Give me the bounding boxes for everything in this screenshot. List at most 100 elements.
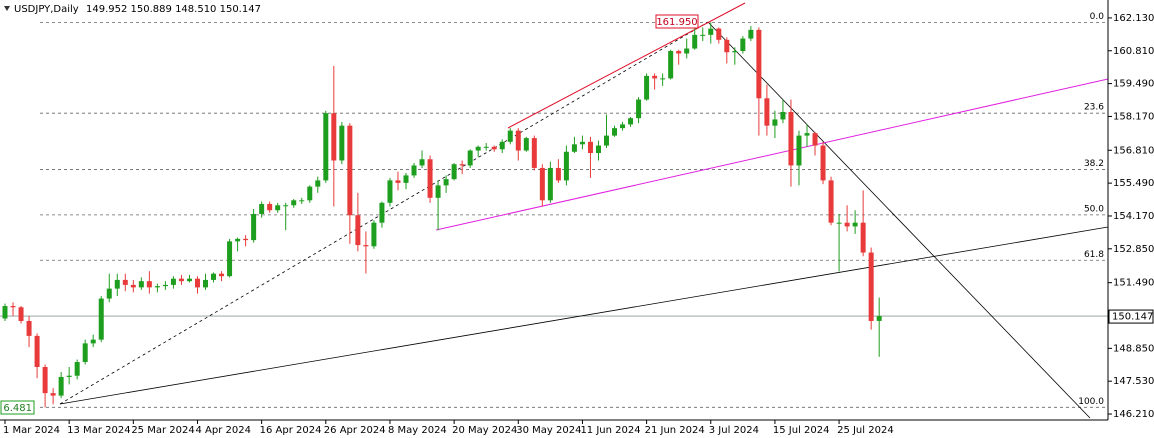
candle-body bbox=[523, 138, 529, 151]
y-tick-label: 146.210 bbox=[1113, 409, 1154, 420]
symbol-title: USDJPY,Daily bbox=[14, 4, 79, 15]
candle-body bbox=[595, 145, 601, 154]
x-tick-label: 1 Mar 2024 bbox=[3, 425, 60, 436]
candle-body bbox=[170, 278, 176, 285]
candle-body bbox=[146, 281, 152, 288]
x-tick-label: 16 Apr 2024 bbox=[260, 425, 322, 436]
y-tick-label: 159.490 bbox=[1113, 79, 1154, 90]
candle-body bbox=[796, 135, 802, 166]
candle-body bbox=[243, 238, 249, 241]
candle-body bbox=[42, 367, 48, 394]
candle-body bbox=[844, 222, 850, 227]
candle-body bbox=[788, 111, 794, 166]
candle-body bbox=[178, 278, 184, 282]
candle-body bbox=[475, 146, 481, 151]
candle-body bbox=[684, 48, 690, 54]
candle-body bbox=[211, 273, 217, 280]
candle-body bbox=[355, 215, 361, 246]
candle-body bbox=[106, 288, 112, 299]
candle-body bbox=[251, 213, 257, 241]
candle-body bbox=[227, 241, 233, 277]
x-tick-label: 25 Jul 2024 bbox=[837, 425, 894, 436]
candle-body bbox=[347, 125, 353, 216]
candle-body bbox=[515, 130, 521, 151]
candle-body bbox=[235, 238, 241, 242]
candle-body bbox=[876, 316, 882, 321]
candle-body bbox=[114, 279, 120, 289]
candle-body bbox=[371, 222, 377, 247]
candle-body bbox=[467, 150, 473, 166]
candle-body bbox=[82, 343, 88, 363]
candle-body bbox=[331, 113, 337, 161]
candle-body bbox=[339, 125, 345, 161]
candle-body bbox=[419, 159, 425, 166]
fib-level-label: 61.8 bbox=[1084, 250, 1104, 260]
x-tick-label: 4 Apr 2024 bbox=[195, 425, 250, 436]
candle-body bbox=[716, 28, 722, 40]
candle-body bbox=[772, 119, 778, 126]
candle-body bbox=[868, 252, 874, 321]
candle-body bbox=[708, 28, 714, 35]
fib-level-label: 50.0 bbox=[1084, 204, 1104, 214]
candle-body bbox=[283, 205, 289, 207]
candle-body bbox=[2, 306, 8, 319]
candle-body bbox=[507, 130, 513, 142]
candle-body bbox=[50, 393, 56, 396]
candle-body bbox=[531, 138, 537, 168]
x-tick-label: 25 Mar 2024 bbox=[131, 425, 194, 436]
candle-body bbox=[162, 284, 168, 287]
candle-body bbox=[291, 200, 297, 206]
candle-body bbox=[122, 279, 128, 285]
candle-body bbox=[836, 222, 842, 224]
fib-level-label: 38.2 bbox=[1084, 159, 1104, 169]
x-tick-label: 13 Mar 2024 bbox=[67, 425, 130, 436]
candle-body bbox=[612, 128, 618, 136]
candle-body bbox=[676, 51, 682, 54]
candle-body bbox=[700, 34, 706, 36]
channel-line bbox=[507, 2, 746, 129]
candle-body bbox=[563, 151, 569, 181]
x-tick-label: 30 May 2024 bbox=[516, 425, 581, 436]
candle-body bbox=[740, 38, 746, 52]
candle-body bbox=[275, 205, 281, 211]
candle-body bbox=[587, 141, 593, 154]
y-tick-label: 154.170 bbox=[1113, 211, 1154, 222]
candle-body bbox=[459, 164, 465, 166]
candle-body bbox=[98, 298, 104, 340]
candle-body bbox=[604, 135, 609, 146]
candle-body bbox=[539, 167, 545, 201]
annotation-box bbox=[655, 14, 699, 29]
candle-body bbox=[18, 307, 24, 321]
candle-body bbox=[34, 335, 40, 368]
candle-body bbox=[547, 167, 553, 201]
candle-body bbox=[299, 200, 305, 202]
candle-body bbox=[652, 75, 658, 79]
candle-body bbox=[307, 186, 313, 201]
candle-body bbox=[636, 99, 642, 119]
y-tick-label: 156.810 bbox=[1113, 145, 1154, 156]
fib-level-label: 23.6 bbox=[1084, 103, 1104, 113]
candle-body bbox=[259, 204, 265, 214]
candle-body bbox=[491, 146, 497, 150]
candle-body bbox=[427, 159, 433, 198]
trendlines bbox=[59, 2, 1109, 419]
candle-body bbox=[186, 278, 192, 282]
candle-body bbox=[732, 51, 738, 53]
candle-body bbox=[644, 75, 650, 100]
candle-body bbox=[852, 222, 858, 227]
y-tick-label: 151.490 bbox=[1113, 278, 1154, 289]
candle-body bbox=[756, 29, 762, 99]
y-tick-label: 162.130 bbox=[1113, 13, 1154, 24]
candle-body bbox=[780, 111, 786, 120]
candle-body bbox=[435, 185, 441, 198]
candle-body bbox=[323, 113, 329, 181]
candle-body bbox=[812, 133, 818, 146]
symbol-icon bbox=[4, 6, 10, 11]
x-tick-label: 20 May 2024 bbox=[452, 425, 517, 436]
candle-body bbox=[203, 279, 208, 288]
current-price-label: 150.147 bbox=[1112, 312, 1153, 323]
candle-body bbox=[130, 284, 136, 288]
y-tick-label: 147.530 bbox=[1113, 376, 1154, 387]
